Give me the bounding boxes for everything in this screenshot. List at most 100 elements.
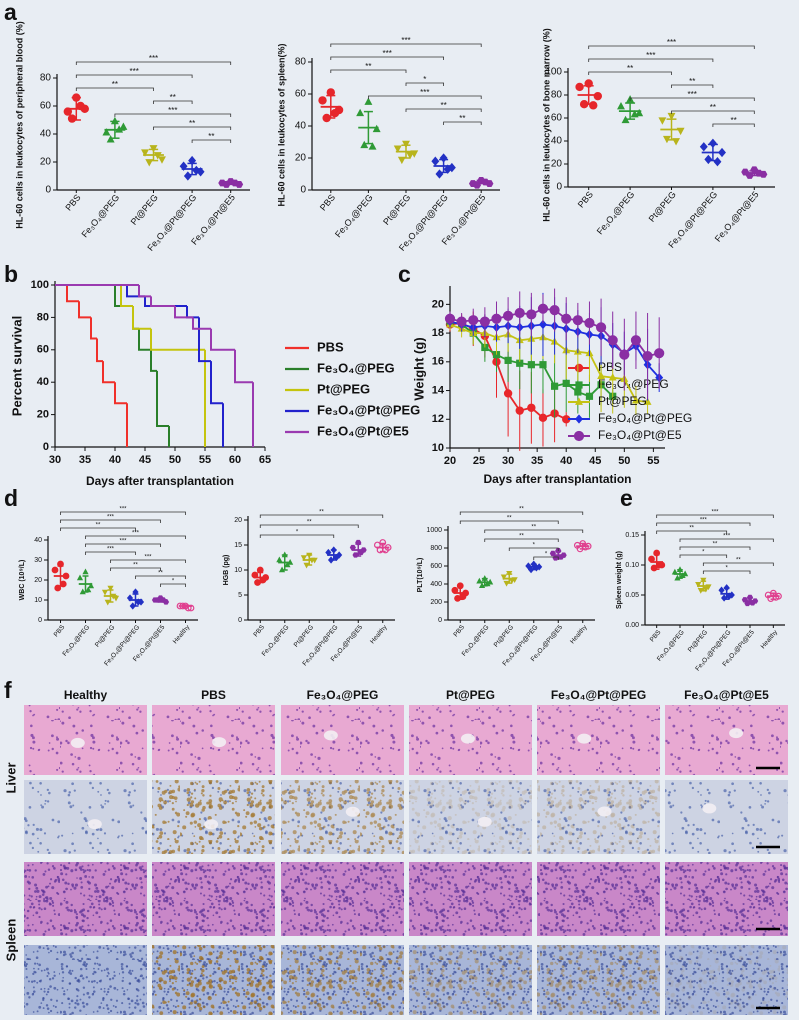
survival-step (198, 317, 211, 363)
y-tick-label: 40 (40, 129, 52, 140)
x-tick-label: 20 (444, 455, 456, 467)
data-point (549, 305, 560, 316)
significance-bracket (60, 511, 186, 515)
data-point (153, 152, 162, 160)
data-point (160, 597, 167, 603)
data-point (149, 145, 158, 153)
y-tick-label: 0.15 (625, 532, 639, 539)
significance-label: ** (96, 523, 101, 529)
y-tick-label: 30 (34, 557, 42, 564)
x-axis-label: Days after transplantation (483, 472, 631, 486)
micrograph (24, 862, 147, 936)
significance-bracket (110, 559, 186, 563)
data-point (101, 589, 109, 596)
data-point (372, 124, 381, 133)
data-point (431, 156, 440, 166)
data-point (721, 594, 728, 602)
data-point (230, 179, 239, 187)
significance-bracket (656, 522, 751, 526)
significance-label: ** (365, 62, 371, 71)
data-point (306, 552, 313, 559)
y-tick-label: 60 (551, 113, 563, 124)
vessel (597, 806, 612, 817)
significance-label: ** (627, 64, 633, 73)
significance-label: ** (519, 534, 524, 540)
data-point (585, 392, 594, 400)
y-tick-label: 60 (40, 101, 52, 112)
vessel (204, 819, 219, 830)
significance-bracket (702, 562, 774, 566)
significance-bracket (702, 570, 751, 574)
x-tick-label: 55 (199, 454, 211, 466)
significance-bracket (484, 538, 559, 542)
x-tick-label: 65 (259, 454, 271, 466)
y-tick-label: 0.00 (625, 622, 639, 629)
data-point (459, 593, 467, 600)
y-tick-label: 40 (551, 136, 563, 147)
significance-label: *** (711, 510, 719, 516)
data-point (608, 373, 617, 381)
x-tick-label: 55 (647, 455, 659, 467)
data-point (59, 580, 67, 588)
significance-bracket (671, 110, 755, 114)
data-point (473, 181, 482, 189)
y-tick-label: 14 (432, 384, 445, 396)
data-point (76, 101, 85, 111)
data-point (54, 584, 62, 592)
micrograph (24, 705, 147, 775)
stain-overlay (152, 780, 275, 854)
data-point (356, 108, 365, 117)
y-axis-label: Spleen weight (g) (616, 551, 623, 609)
data-point (621, 115, 630, 124)
data-point (379, 539, 387, 546)
significance-label: *** (107, 547, 115, 553)
data-point (642, 350, 653, 362)
x-tick-label: 35 (531, 455, 543, 467)
data-point (653, 549, 661, 557)
data-point (552, 555, 559, 561)
data-point (655, 561, 663, 569)
significance-bracket (330, 69, 407, 73)
data-point (746, 594, 754, 601)
significance-bracket (405, 82, 445, 86)
significance-label: *** (168, 106, 177, 115)
micrograph (24, 945, 147, 1015)
x-tick-label: 30 (49, 454, 61, 466)
data-point (530, 560, 537, 568)
survival-step (174, 306, 193, 319)
micrograph (24, 780, 147, 854)
panel-label: b (4, 261, 18, 287)
significance-label: ** (208, 132, 214, 141)
data-point (481, 178, 490, 186)
data-point (287, 559, 294, 565)
x-tick-label: 25 (473, 455, 485, 467)
data-point (444, 313, 456, 324)
significance-label: ** (189, 119, 195, 128)
data-point (584, 79, 593, 88)
data-point (648, 555, 655, 563)
survival-step (90, 317, 97, 340)
significance-label: ** (319, 510, 324, 516)
data-point (276, 556, 283, 563)
data-point (145, 159, 154, 167)
data-point (158, 156, 166, 164)
y-tick-label: 18 (432, 327, 444, 339)
data-point (500, 574, 507, 581)
significance-bracket (259, 514, 384, 518)
y-tick-label: 0 (438, 617, 442, 624)
significance-label: *** (130, 67, 139, 76)
legend-label: Fe₃O₄@PEG (317, 360, 395, 375)
data-point (393, 145, 402, 153)
survival-step (150, 296, 175, 308)
significance-bracket (110, 567, 161, 571)
survival-step (150, 349, 157, 372)
x-tick-label: 35 (79, 454, 91, 466)
row-label: Spleen (3, 919, 18, 962)
y-tick-label: 0.05 (625, 592, 639, 599)
data-point (454, 595, 461, 602)
data-point (676, 127, 685, 136)
significance-label: *** (107, 515, 115, 521)
data-point (514, 307, 525, 319)
significance-bracket (259, 524, 359, 528)
x-tick-label: 40 (560, 455, 572, 467)
